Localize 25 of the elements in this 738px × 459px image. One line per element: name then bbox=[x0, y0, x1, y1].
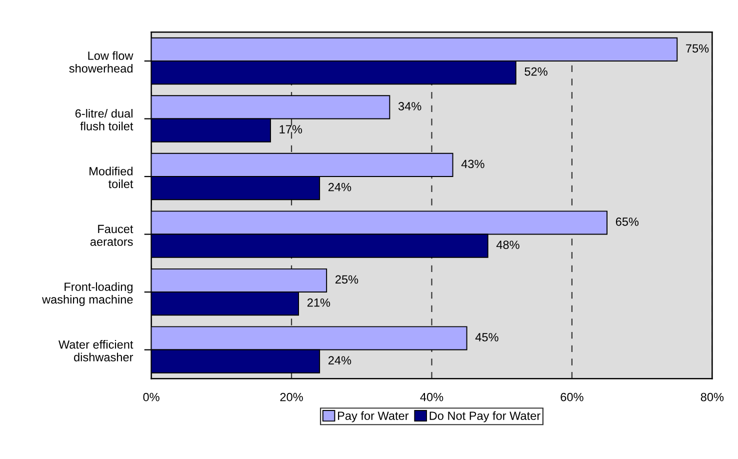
y-tick-label: 6-litre/ dual flush toilet bbox=[75, 108, 134, 130]
data-label: 48% bbox=[496, 240, 520, 249]
y-tick-label: Water efficient dishwasher bbox=[58, 340, 134, 362]
data-label: 34% bbox=[398, 102, 422, 110]
legend-label: Pay for Water bbox=[338, 411, 409, 422]
x-tick-label: 40% bbox=[420, 392, 444, 402]
legend-label: Do Not Pay for Water bbox=[430, 411, 540, 422]
data-label: 24% bbox=[328, 182, 352, 192]
data-label: 75% bbox=[686, 44, 709, 53]
x-tick-label: 20% bbox=[280, 392, 303, 402]
data-label: 52% bbox=[524, 67, 548, 76]
data-label: 43% bbox=[461, 160, 484, 168]
data-label: 45% bbox=[475, 333, 498, 342]
data-label: 24% bbox=[328, 356, 352, 364]
y-tick-label: Faucet aerators bbox=[90, 224, 134, 246]
data-label: 65% bbox=[616, 218, 639, 226]
y-tick-label: Low flow showerhead bbox=[69, 51, 134, 73]
data-label: 21% bbox=[307, 298, 330, 307]
data-label: 25% bbox=[335, 275, 358, 284]
data-label: 17% bbox=[280, 125, 302, 134]
x-tick-label: 80% bbox=[700, 392, 724, 402]
x-tick-label: 60% bbox=[560, 392, 584, 402]
y-tick-label: Modified toilet bbox=[90, 166, 134, 188]
x-tick-label: 0% bbox=[143, 392, 160, 402]
y-tick-label: Front-loading washing machine bbox=[42, 282, 133, 306]
